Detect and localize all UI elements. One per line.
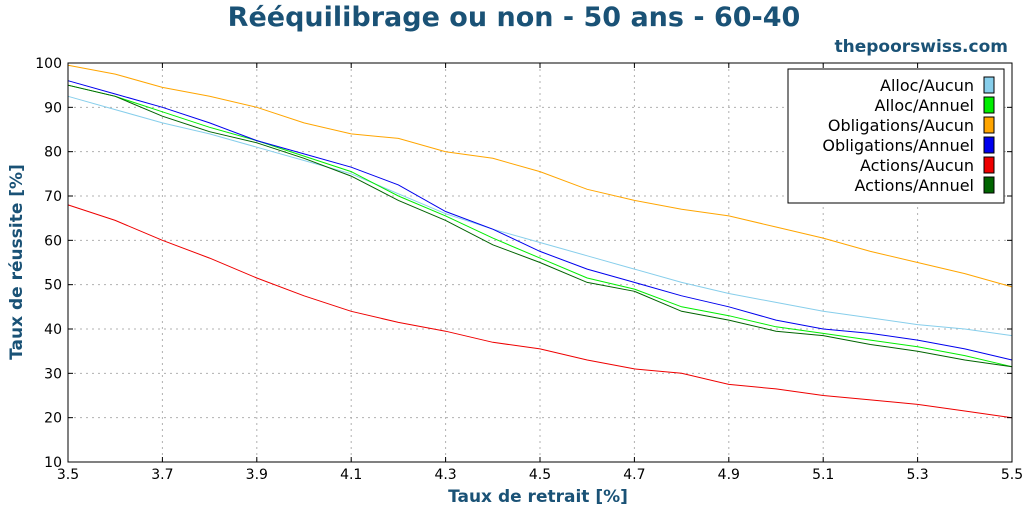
y-axis-label: Taux de réussite [%] bbox=[7, 164, 27, 360]
series-line-actions-aucun bbox=[67, 204, 1013, 419]
axis-ticks: 10 20 30 40 50 60 70 80 90 100 3.5 3.7 3.9 4.1 4.3 4.5 4… bbox=[35, 56, 1023, 483]
legend-label-obligations-annuel: Obligations/Annuel bbox=[822, 136, 974, 155]
legend-swatch-obligations-annuel bbox=[983, 136, 995, 154]
y-tick-label: 10 bbox=[44, 455, 62, 471]
series-line-actions-annuel bbox=[67, 84, 1013, 368]
x-tick-label: 4.7 bbox=[623, 467, 645, 483]
y-tick-label: 40 bbox=[44, 322, 62, 338]
x-tick-label: 5.1 bbox=[812, 467, 834, 483]
x-tick-label: 3.7 bbox=[151, 467, 173, 483]
x-tick-label: 5.3 bbox=[906, 467, 928, 483]
x-tick-label: 5.5 bbox=[1001, 467, 1023, 483]
x-tick-label: 4.5 bbox=[529, 467, 551, 483]
legend: Alloc/AucunAlloc/AnnuelObligations/Aucun… bbox=[787, 68, 1005, 204]
y-tick-label: 30 bbox=[44, 366, 62, 382]
x-tick-label: 3.9 bbox=[246, 467, 268, 483]
series-line-obligations-annuel bbox=[67, 80, 1013, 361]
x-axis-label: Taux de retrait [%] bbox=[448, 487, 628, 507]
series-line-alloc-annuel bbox=[67, 84, 1013, 368]
x-tick-label: 3.5 bbox=[57, 467, 79, 483]
legend-box bbox=[787, 68, 1005, 204]
x-tick-label: 4.9 bbox=[718, 467, 740, 483]
legend-label-alloc-annuel: Alloc/Annuel bbox=[875, 96, 974, 115]
legend-swatch-obligations-aucun bbox=[983, 116, 995, 134]
legend-swatch-alloc-aucun bbox=[983, 76, 995, 94]
y-tick-label: 20 bbox=[44, 411, 62, 427]
chart-title: Rééquilibrage ou non - 50 ans - 60-40 bbox=[228, 2, 801, 33]
legend-label-alloc-aucun: Alloc/Aucun bbox=[880, 76, 974, 95]
series-layer bbox=[67, 64, 1013, 419]
legend-label-obligations-aucun: Obligations/Aucun bbox=[828, 116, 974, 135]
legend-swatch-alloc-annuel bbox=[983, 96, 995, 114]
x-tick-label: 4.3 bbox=[434, 467, 456, 483]
legend-swatch-actions-annuel bbox=[983, 176, 995, 194]
y-tick-label: 100 bbox=[35, 56, 62, 72]
legend-label-actions-annuel: Actions/Annuel bbox=[855, 176, 975, 195]
source-label: thepoorswiss.com bbox=[835, 37, 1009, 57]
series-line-alloc-aucun bbox=[67, 95, 1013, 337]
y-tick-label: 70 bbox=[44, 189, 62, 205]
x-tick-label: 4.1 bbox=[340, 467, 362, 483]
y-tick-label: 50 bbox=[44, 278, 62, 294]
y-tick-label: 60 bbox=[44, 233, 62, 249]
legend-swatch-actions-aucun bbox=[983, 156, 995, 174]
legend-label-actions-aucun: Actions/Aucun bbox=[860, 156, 974, 175]
y-tick-label: 90 bbox=[44, 100, 62, 116]
y-tick-label: 80 bbox=[44, 145, 62, 161]
series-line-obligations-aucun bbox=[67, 64, 1013, 288]
